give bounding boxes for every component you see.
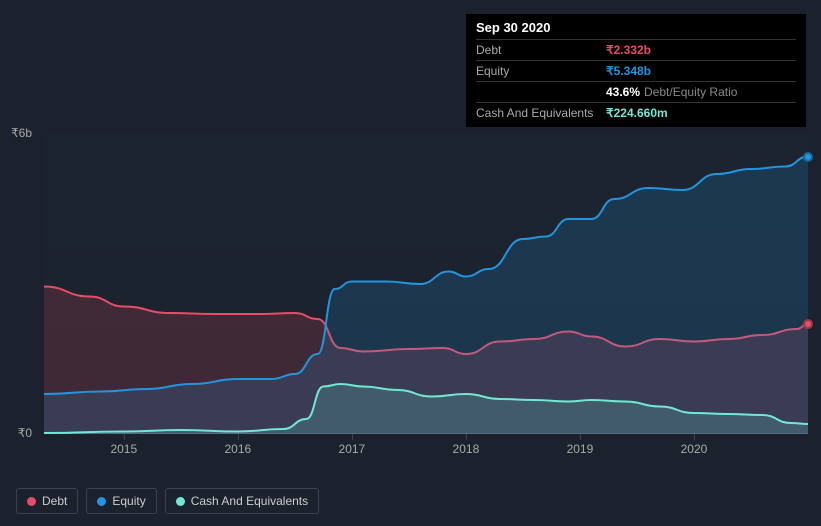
tooltip-date: Sep 30 2020 — [476, 20, 796, 39]
series-area — [44, 157, 808, 435]
chart-plot[interactable] — [44, 134, 808, 434]
x-axis-labels: 2015 2016 2017 2018 2019 2020 — [44, 442, 808, 462]
tooltip-label: Debt — [476, 43, 606, 57]
tooltip-label: Equity — [476, 64, 606, 78]
legend-dot-icon — [27, 497, 36, 506]
tooltip-row: 43.6%Debt/Equity Ratio — [476, 81, 796, 102]
tooltip-value: ₹2.332b — [606, 43, 651, 57]
legend-item[interactable]: Equity — [86, 488, 156, 514]
tooltip-rows: Debt₹2.332bEquity₹5.348b43.6%Debt/Equity… — [476, 39, 796, 123]
y-axis-label: ₹0 — [2, 426, 32, 440]
y-axis-label: ₹6b — [2, 126, 32, 140]
legend-item[interactable]: Cash And Equivalents — [165, 488, 319, 514]
legend-label: Cash And Equivalents — [191, 494, 308, 508]
tooltip-value: ₹5.348b — [606, 64, 651, 78]
legend-item[interactable]: Debt — [16, 488, 78, 514]
x-axis-label: 2020 — [681, 442, 708, 456]
chart-legend: Debt Equity Cash And Equivalents — [16, 488, 319, 514]
legend-dot-icon — [176, 497, 185, 506]
x-axis-label: 2015 — [110, 442, 137, 456]
series-end-dot — [803, 319, 813, 329]
legend-dot-icon — [97, 497, 106, 506]
chart-area: ₹6b₹0 201520162017201820192020 — [16, 118, 808, 468]
series-end-dot — [803, 152, 813, 162]
tooltip-label — [476, 85, 606, 99]
legend-label: Equity — [112, 494, 145, 508]
x-axis-label: 2016 — [224, 442, 251, 456]
x-axis-label: 2019 — [567, 442, 594, 456]
tooltip-row: Equity₹5.348b — [476, 60, 796, 81]
tooltip-ratio: 43.6%Debt/Equity Ratio — [606, 85, 737, 99]
x-axis-label: 2017 — [339, 442, 366, 456]
legend-label: Debt — [42, 494, 67, 508]
tooltip-row: Debt₹2.332b — [476, 39, 796, 60]
chart-tooltip: Sep 30 2020 Debt₹2.332bEquity₹5.348b43.6… — [466, 14, 806, 127]
x-axis-label: 2018 — [453, 442, 480, 456]
